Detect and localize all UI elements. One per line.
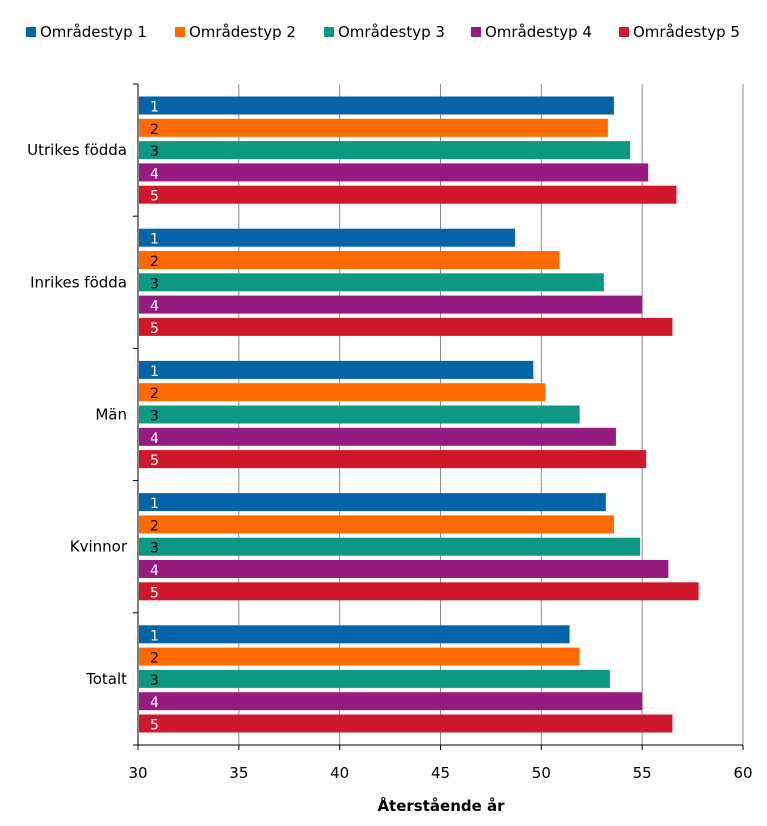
- legend-item-1: Områdestyp 1: [40, 23, 147, 41]
- bar-label: 1: [150, 364, 159, 380]
- legend-swatch-2: [175, 27, 185, 37]
- bar-label: 5: [150, 321, 159, 337]
- bar-1-1: [139, 228, 516, 247]
- bar-label: 5: [150, 189, 159, 205]
- legend: Områdestyp 1 Områdestyp 2 Områdestyp 3 Områ…: [26, 23, 740, 41]
- bar-3-2: [139, 405, 580, 424]
- bar-label: 2: [150, 386, 159, 402]
- x-tick-45: 45: [431, 764, 450, 782]
- x-tick-55: 55: [633, 764, 652, 782]
- bar-4-1: [139, 295, 643, 314]
- category-label: Män: [95, 406, 127, 424]
- category-label: Totalt: [85, 670, 127, 688]
- category-label: Inrikes födda: [30, 273, 127, 291]
- bar-4-2: [139, 427, 616, 446]
- bar-4-3: [139, 560, 669, 578]
- legend-item-5: Områdestyp 5: [633, 23, 740, 41]
- bar-label: 4: [150, 431, 159, 447]
- bar-1-3: [139, 493, 606, 512]
- bar-2-3: [139, 515, 614, 534]
- bar-5-3: [139, 582, 699, 601]
- bar-1-0: [139, 96, 614, 115]
- bar-3-4: [139, 669, 610, 688]
- bar-label: 4: [150, 299, 159, 315]
- bar-label: 4: [150, 563, 159, 579]
- bar-5-1: [139, 317, 673, 336]
- bar-label: 1: [150, 232, 159, 248]
- bar-2-2: [139, 383, 546, 402]
- bar-2-1: [139, 251, 560, 269]
- legend-item-4: Områdestyp 4: [485, 23, 592, 41]
- bars: 1 2 3 4 5 1 2 3 4 5 1 2 3 4 5 1 2 3 4 5 1 2 3 4 5: [139, 96, 699, 734]
- bar-label: 1: [150, 628, 159, 644]
- bar-label: 1: [150, 100, 159, 116]
- bar-label: 5: [150, 453, 159, 469]
- legend-swatch-3: [324, 27, 334, 37]
- legend-item-2: Områdestyp 2: [189, 23, 296, 41]
- bar-label: 3: [150, 673, 159, 689]
- bar-label: 2: [150, 518, 159, 534]
- bar-3-0: [139, 141, 631, 160]
- bar-label: 1: [150, 496, 159, 512]
- bar-label: 3: [150, 276, 159, 292]
- bar-3-3: [139, 537, 641, 556]
- bar-5-0: [139, 185, 677, 204]
- x-axis-title: Återstående år: [377, 796, 505, 815]
- bar-4-0: [139, 163, 649, 182]
- x-tick-35: 35: [229, 764, 248, 782]
- legend-swatch-5: [619, 27, 629, 37]
- bar-label: 5: [150, 718, 159, 734]
- bar-1-4: [139, 625, 570, 644]
- category-label: Utrikes födda: [27, 141, 127, 159]
- x-tick-50: 50: [532, 764, 551, 782]
- bar-2-0: [139, 118, 608, 137]
- axes: [133, 83, 744, 750]
- bar-label: 3: [150, 541, 159, 557]
- bar-label: 5: [150, 585, 159, 601]
- legend-item-3: Områdestyp 3: [338, 23, 445, 41]
- bar-5-4: [139, 714, 673, 733]
- bar-2-4: [139, 647, 580, 666]
- bar-4-4: [139, 692, 643, 711]
- bar-label: 4: [150, 166, 159, 182]
- bar-5-2: [139, 450, 647, 469]
- x-tick-labels: 30 35 40 45 50 55 60: [128, 764, 752, 782]
- bar-label: 3: [150, 144, 159, 160]
- bar-label: 4: [150, 695, 159, 711]
- bar-label: 2: [150, 651, 159, 667]
- bar-1-2: [139, 360, 534, 379]
- x-tick-60: 60: [733, 764, 752, 782]
- category-labels: Utrikes födda Inrikes födda Män Kvinnor Tota…: [27, 141, 128, 688]
- bar-3-1: [139, 273, 604, 292]
- bar-label: 2: [150, 122, 159, 138]
- x-tick-40: 40: [330, 764, 349, 782]
- category-label: Kvinnor: [70, 538, 128, 556]
- legend-swatch-4: [471, 27, 481, 37]
- bar-label: 3: [150, 409, 159, 425]
- legend-swatch-1: [26, 27, 36, 37]
- bar-label: 2: [150, 254, 159, 270]
- x-tick-30: 30: [128, 764, 147, 782]
